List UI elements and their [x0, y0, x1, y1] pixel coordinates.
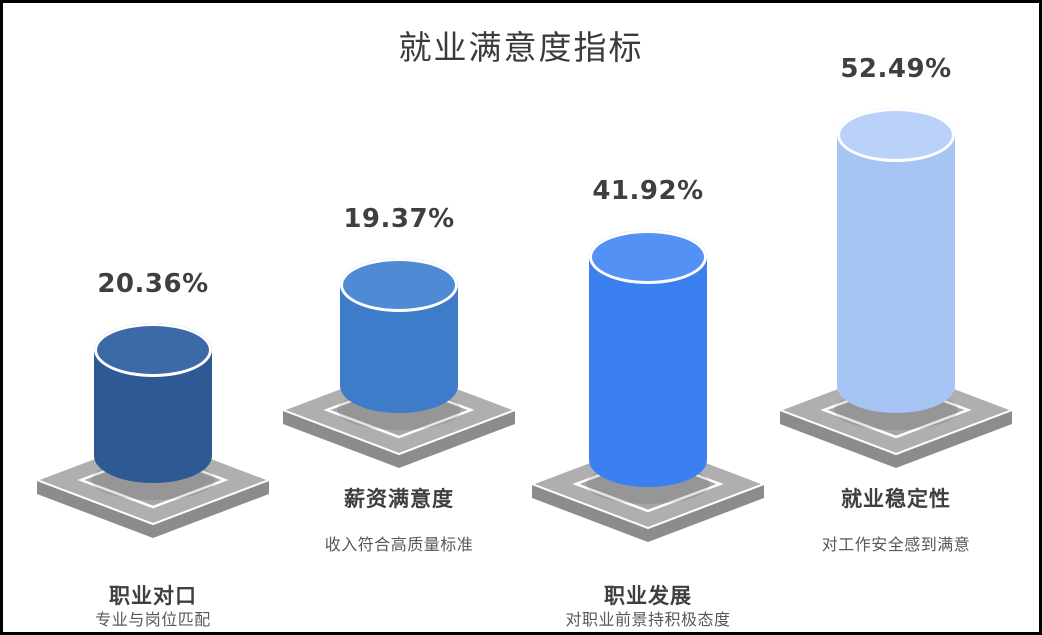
- category-description: 对职业前景持积极态度: [565, 610, 731, 629]
- cylinder-top: [340, 258, 458, 312]
- cylinder-bar: [589, 230, 707, 487]
- value-label: 20.36%: [97, 269, 209, 299]
- chart-column: 52.49% 就业稳定性 对工作安全感到满意: [766, 3, 1026, 632]
- category-description: 专业与岗位匹配: [95, 610, 211, 629]
- chart-column: 41.92% 职业发展 对职业前景持积极态度: [518, 3, 778, 632]
- chart-column: 20.36% 职业对口 专业与岗位匹配: [23, 3, 283, 632]
- pedestal-side-face: [37, 480, 269, 538]
- category-label: 职业对口: [109, 584, 197, 608]
- category-label: 就业稳定性: [841, 487, 951, 511]
- chart-title: 就业满意度指标: [398, 28, 644, 67]
- cylinder-top: [837, 108, 955, 162]
- cylinder-bar: [837, 108, 955, 413]
- value-label: 19.37%: [343, 204, 455, 234]
- chart-column: 19.37% 薪资满意度 收入符合高质量标准: [269, 3, 529, 632]
- category-label: 职业发展: [604, 584, 692, 608]
- category-description: 对工作安全感到满意: [821, 535, 971, 554]
- value-label: 41.92%: [592, 176, 704, 206]
- chart-area: 20.36% 职业对口 专业与岗位匹配 19.37% 薪资满意度 收入符合高质量…: [3, 3, 1039, 632]
- cylinder-bar: [340, 258, 458, 413]
- pedestal-side-face: [532, 484, 764, 542]
- cylinder-top: [94, 323, 212, 377]
- value-label: 52.49%: [840, 54, 952, 84]
- cylinder-top: [589, 230, 707, 284]
- category-label: 薪资满意度: [344, 487, 454, 511]
- category-description: 收入符合高质量标准: [324, 535, 474, 554]
- cylinder-bar: [94, 323, 212, 483]
- pedestal-side-face: [780, 410, 1012, 468]
- pedestal-side-face: [283, 410, 515, 468]
